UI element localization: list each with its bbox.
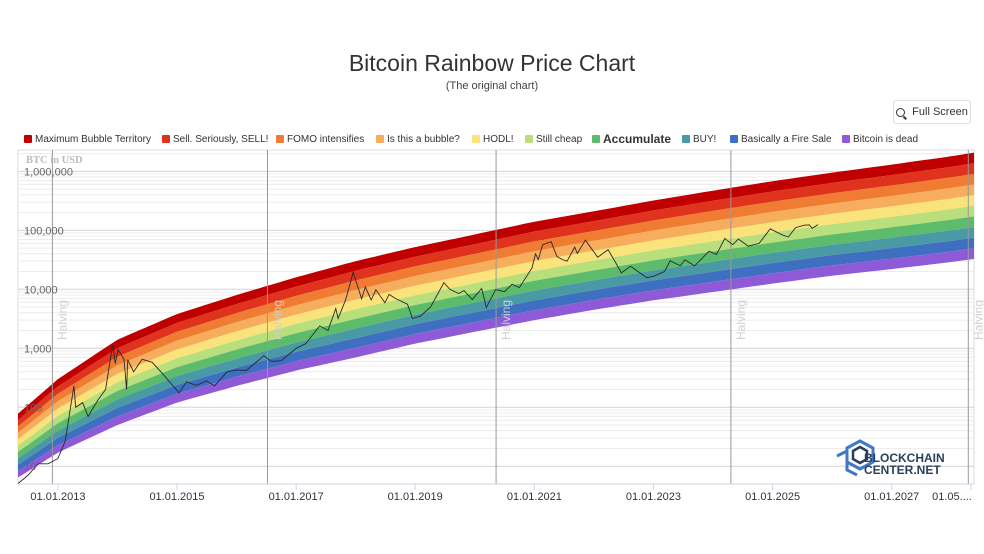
x-tick-label: 01.01.2015 xyxy=(149,491,204,503)
zoom-icon xyxy=(896,107,906,117)
legend-swatch xyxy=(592,135,600,143)
legend-swatch xyxy=(525,135,533,143)
logo-line-2: CENTER.NET xyxy=(864,463,941,477)
legend-label: HODL! xyxy=(483,133,514,145)
legend-item-bitcoin-is-dead[interactable]: Bitcoin is dead xyxy=(842,131,918,147)
legend-item-basically-a-fire-sale[interactable]: Basically a Fire Sale xyxy=(730,131,832,147)
x-axis: 01.01.2013 01.01.2015 01.01.2017 01.01.2019… xyxy=(18,483,974,503)
x-tick-label: 01.01.2027 xyxy=(864,491,919,503)
halving-label: Halving xyxy=(55,300,69,340)
x-tick-label: 01.01.2021 xyxy=(507,491,562,503)
legend-swatch xyxy=(682,135,690,143)
y-axis-ticks: 10 100 1,000 10,000 100,000 1,000,000 xyxy=(24,166,73,473)
x-tick-label: 01.01.2019 xyxy=(388,491,443,503)
chart-legend: Maximum Bubble Territory Sell. Seriously… xyxy=(24,131,974,147)
chart-subtitle: (The original chart) xyxy=(445,80,539,92)
legend-label: Basically a Fire Sale xyxy=(741,133,832,145)
legend-item-is-this-a-bubble[interactable]: Is this a bubble? xyxy=(376,131,460,147)
legend-label: Is this a bubble? xyxy=(387,133,460,145)
legend-label: Maximum Bubble Territory xyxy=(35,133,151,145)
full-screen-button[interactable]: Full Screen xyxy=(893,100,971,124)
y-tick-label: 100,000 xyxy=(24,225,64,237)
x-tick-label: 01.01.2023 xyxy=(626,491,681,503)
logo-line-1: BLOCKCHAIN xyxy=(864,451,945,465)
legend-label: FOMO intensifies xyxy=(287,133,365,145)
y-tick-label: 1,000,000 xyxy=(24,166,73,178)
legend-swatch xyxy=(842,135,850,143)
halving-label: Halving xyxy=(499,300,513,340)
legend-swatch xyxy=(24,135,32,143)
x-tick-label: 01.01.2017 xyxy=(269,491,324,503)
legend-item-sell-seriously-sell[interactable]: Sell. Seriously, SELL! xyxy=(162,131,268,147)
halving-label: Halving xyxy=(971,300,984,340)
legend-swatch xyxy=(730,135,738,143)
x-tick-label: 01.05.... xyxy=(932,491,972,503)
legend-swatch xyxy=(162,135,170,143)
legend-item-still-cheap[interactable]: Still cheap xyxy=(525,131,582,147)
legend-item-fomo-intensifies[interactable]: FOMO intensifies xyxy=(276,131,364,147)
btc-price-line xyxy=(17,224,819,484)
legend-swatch xyxy=(276,135,284,143)
x-tick-label: 01.01.2025 xyxy=(745,491,800,503)
legend-label: Accumulate xyxy=(603,132,672,146)
blockchain-center-logo: BLOCKCHAIN CENTER.NET xyxy=(836,439,945,477)
halving-label: Halving xyxy=(734,300,748,340)
full-screen-label: Full Screen xyxy=(912,106,968,118)
legend-label: Still cheap xyxy=(536,133,583,145)
y-axis-title: BTC in USD xyxy=(26,155,83,166)
y-tick-label: 10,000 xyxy=(24,284,58,296)
halving-markers: Halving Halving Halving Halving Halving xyxy=(51,150,984,484)
legend-label: Bitcoin is dead xyxy=(853,133,919,145)
y-tick-label: 1,000 xyxy=(24,343,52,355)
legend-swatch xyxy=(472,135,480,143)
halving-label: Halving xyxy=(270,300,284,340)
chart-title: Bitcoin Rainbow Price Chart xyxy=(348,50,636,76)
legend-label: Sell. Seriously, SELL! xyxy=(173,133,269,145)
legend-label: BUY! xyxy=(693,133,717,145)
y-tick-label: 100 xyxy=(24,402,42,414)
legend-item-buy[interactable]: BUY! xyxy=(682,131,716,147)
legend-swatch xyxy=(376,135,384,143)
x-tick-label: 01.01.2013 xyxy=(30,491,85,503)
legend-item-maximum-bubble-territory[interactable]: Maximum Bubble Territory xyxy=(24,131,151,147)
cube-logo-icon xyxy=(836,439,875,477)
legend-item-hodl[interactable]: HODL! xyxy=(472,131,514,147)
y-tick-label: 10 xyxy=(24,461,36,473)
legend-item-accumulate[interactable]: Accumulate xyxy=(592,131,671,147)
